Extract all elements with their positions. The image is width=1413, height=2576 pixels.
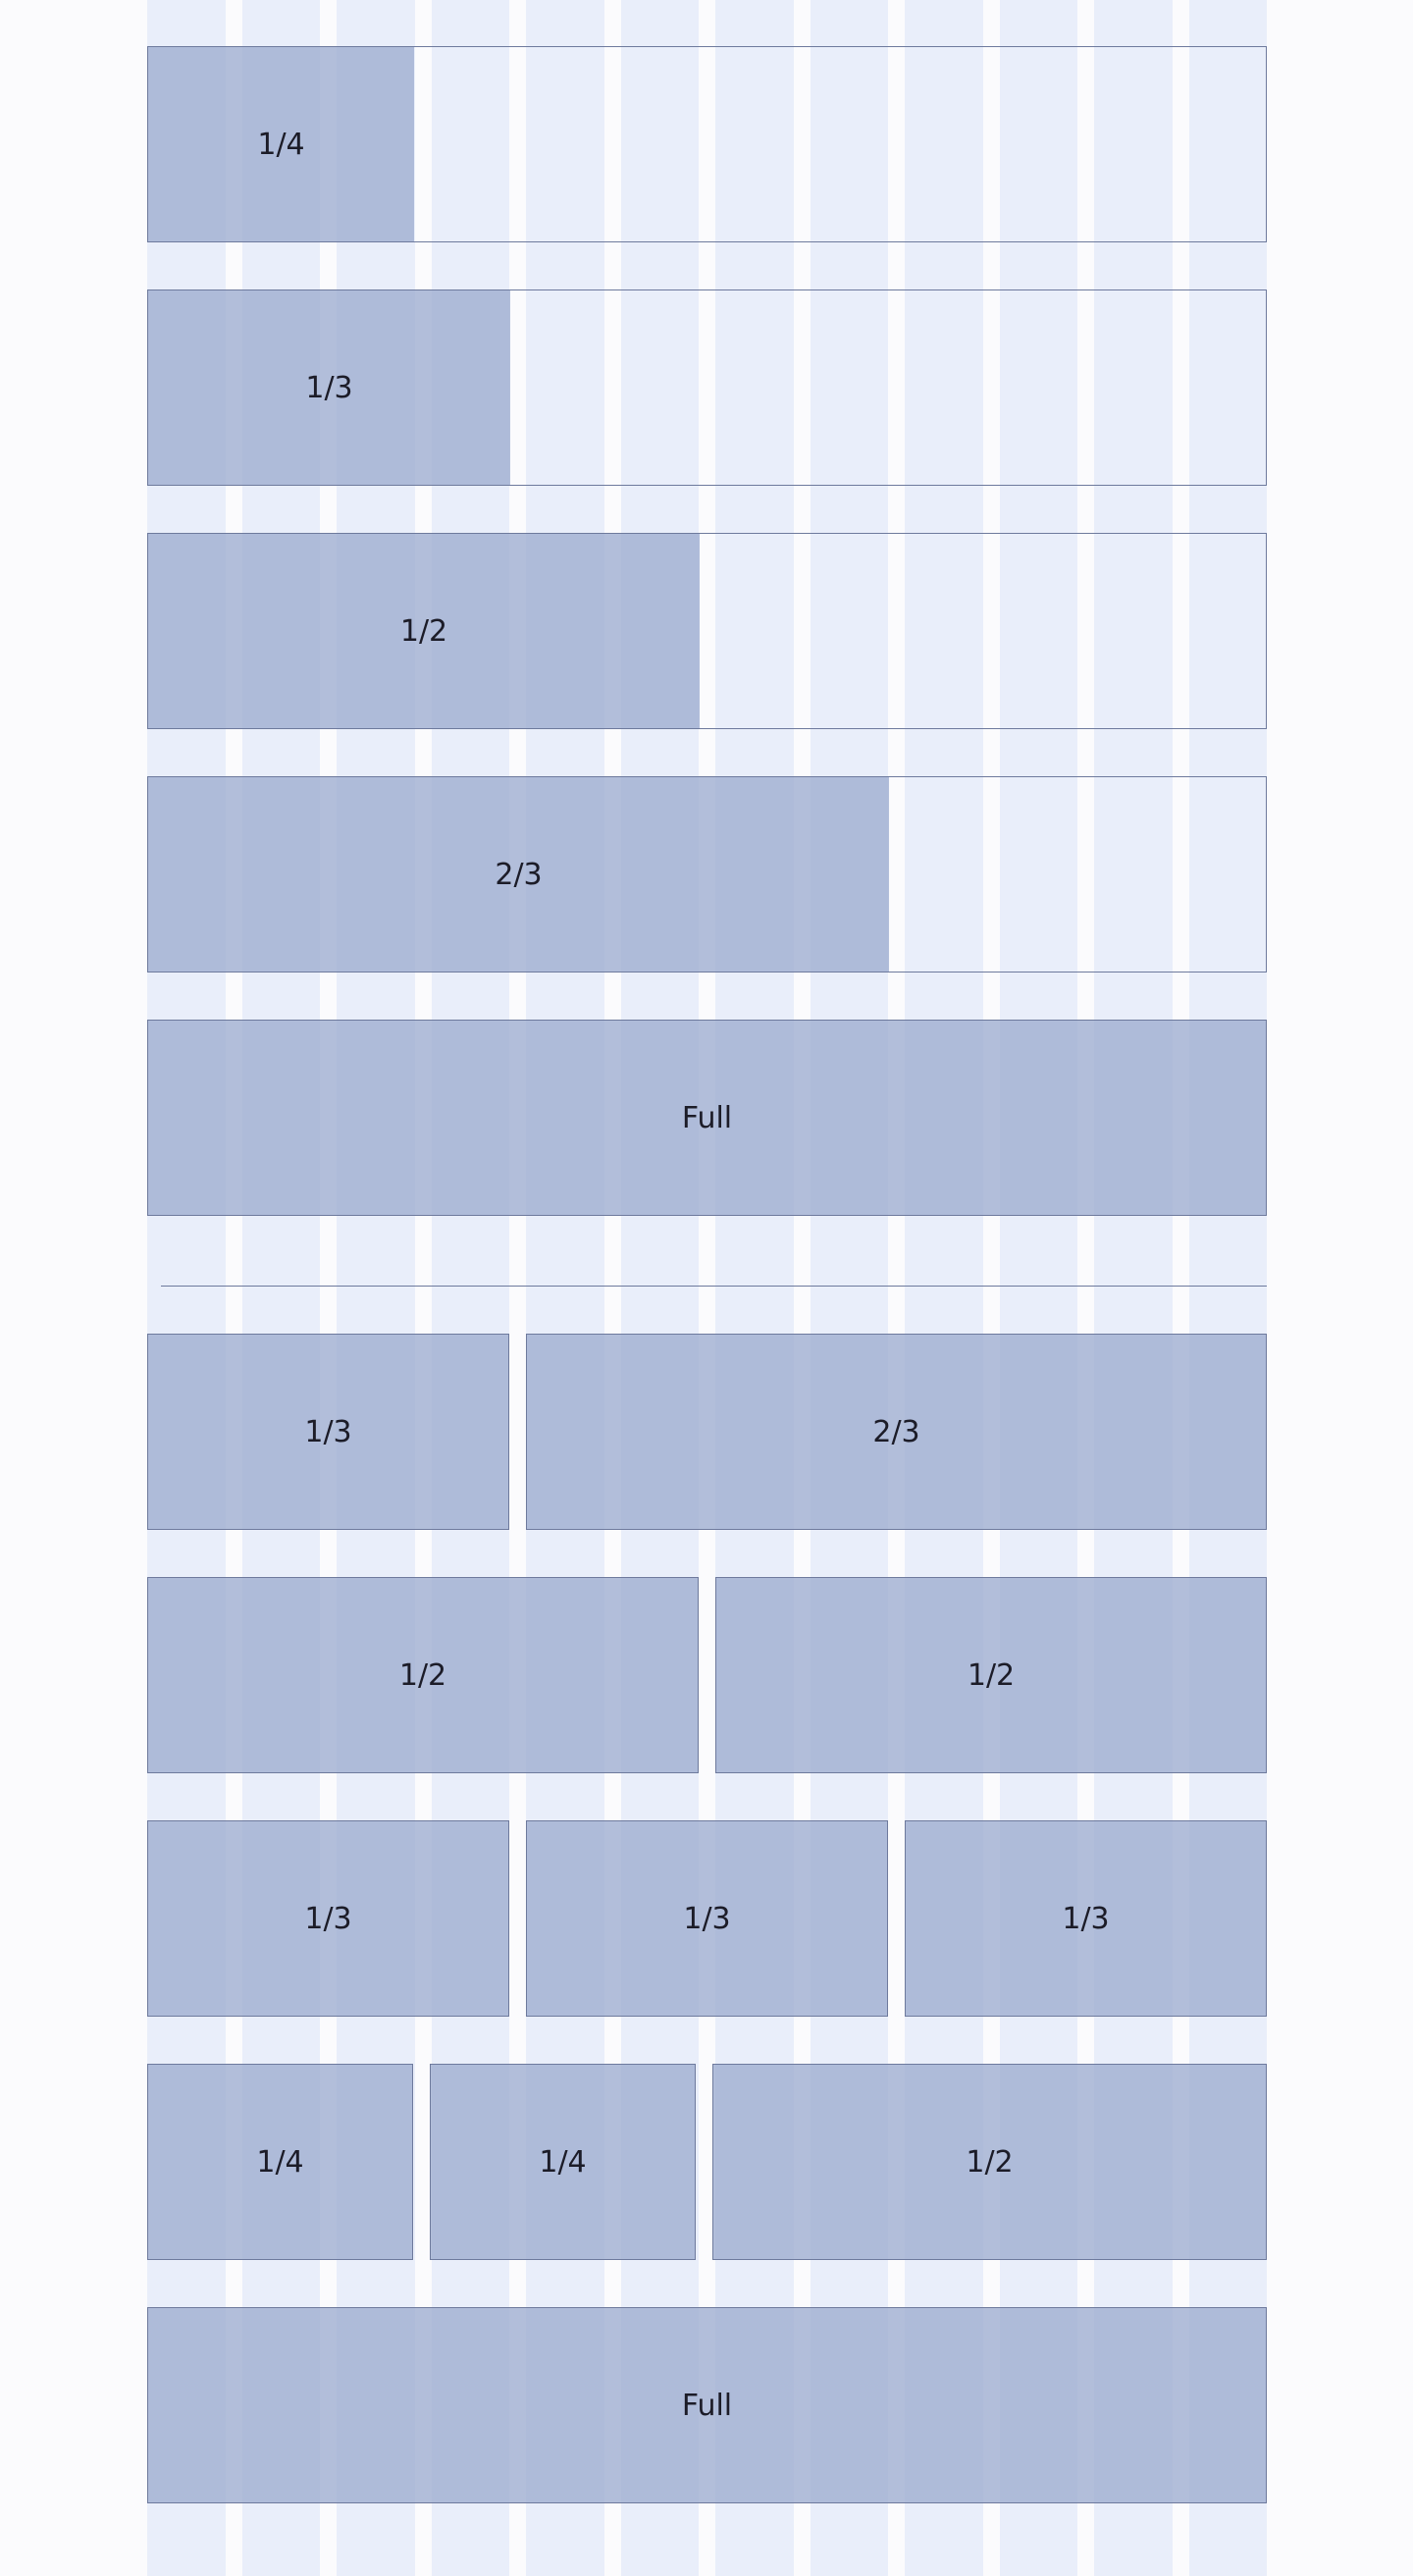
- single-row-two-thirds: 2/3: [147, 776, 1267, 973]
- block-full: Full: [147, 2307, 1267, 2503]
- block-third: 1/3: [148, 290, 510, 485]
- single-row-half: 1/2: [147, 533, 1267, 729]
- single-row-full: Full: [147, 1020, 1267, 1216]
- block-half: 1/2: [712, 2064, 1267, 2260]
- combo-row-full: Full: [147, 2307, 1267, 2503]
- block-half: 1/2: [147, 1577, 699, 1773]
- combo-row-halves: 1/2 1/2: [147, 1577, 1267, 1773]
- block-full: Full: [148, 1021, 1266, 1215]
- section-divider: [147, 1263, 1267, 1287]
- combo-row-third-two-thirds: 1/3 2/3: [147, 1334, 1267, 1530]
- layout-examples: 1/4 1/3 1/2 2/3 Full 1/3 2/3 1/2 1/2 1/3…: [147, 46, 1267, 2503]
- single-row-quarter: 1/4: [147, 46, 1267, 242]
- block-half: 1/2: [148, 534, 700, 728]
- block-third: 1/3: [147, 1820, 509, 2017]
- combo-row-quarter-quarter-half: 1/4 1/4 1/2: [147, 2064, 1267, 2260]
- combo-row-thirds: 1/3 1/3 1/3: [147, 1820, 1267, 2017]
- block-quarter: 1/4: [147, 2064, 413, 2260]
- block-third: 1/3: [905, 1820, 1267, 2017]
- block-two-thirds: 2/3: [148, 777, 889, 972]
- block-half: 1/2: [715, 1577, 1267, 1773]
- single-row-third: 1/3: [147, 289, 1267, 486]
- block-quarter: 1/4: [430, 2064, 696, 2260]
- divider-line: [161, 1286, 1267, 1287]
- block-two-thirds: 2/3: [526, 1334, 1267, 1530]
- block-third: 1/3: [147, 1334, 509, 1530]
- block-third: 1/3: [526, 1820, 888, 2017]
- block-quarter: 1/4: [148, 47, 414, 241]
